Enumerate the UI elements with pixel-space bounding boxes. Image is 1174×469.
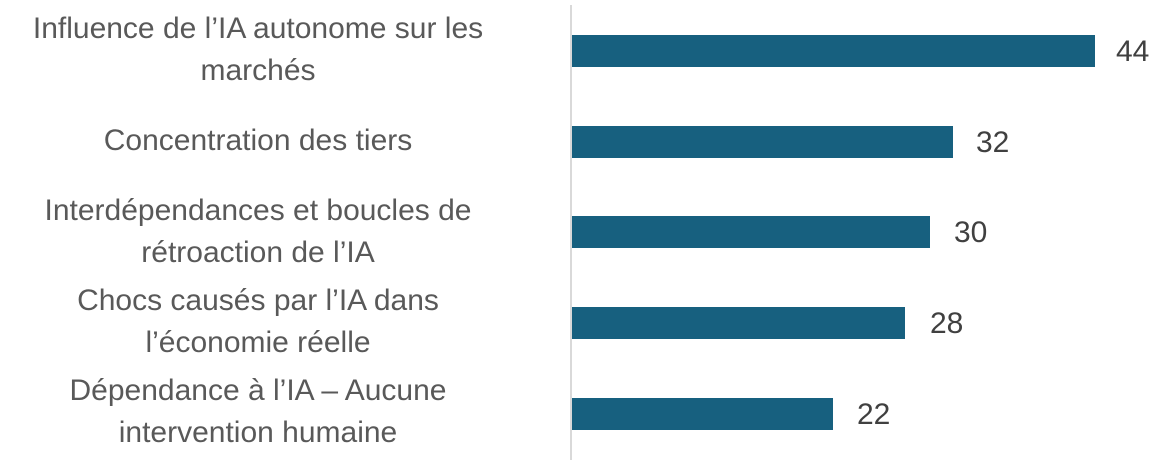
data-label: 30	[954, 216, 988, 249]
data-label: 22	[857, 398, 891, 431]
label-line: l’économie réelle	[145, 326, 371, 359]
bar	[572, 216, 930, 248]
category-label: Concentration des tiers	[0, 120, 538, 162]
bar	[572, 35, 1095, 67]
label-line: marchés	[200, 54, 316, 87]
label-line: intervention humaine	[118, 416, 398, 449]
label-line: rétroaction de l’IA	[141, 236, 375, 269]
bar	[572, 398, 833, 430]
label-line: Dépendance à l’IA – Aucune	[69, 374, 447, 407]
label-line: Influence de l’IA autonome sur les	[32, 12, 484, 45]
label-line: Interdépendances et boucles de	[44, 194, 472, 227]
category-label: Influence de l’IA autonome sur les march…	[0, 8, 538, 92]
data-label: 44	[1116, 35, 1150, 68]
category-label: Dépendance à l’IA – Aucune intervention …	[0, 370, 538, 454]
data-label: 32	[976, 126, 1010, 159]
label-line: Concentration des tiers	[103, 124, 413, 157]
label-line: Chocs causés par l’IA dans	[77, 284, 439, 317]
bar	[572, 126, 953, 158]
bar	[572, 307, 905, 339]
category-axis-line	[570, 5, 572, 460]
category-label: Chocs causés par l’IA dans l’économie ré…	[0, 280, 538, 364]
category-label: Interdépendances et boucles de rétroacti…	[0, 190, 538, 274]
data-label: 28	[930, 307, 964, 340]
